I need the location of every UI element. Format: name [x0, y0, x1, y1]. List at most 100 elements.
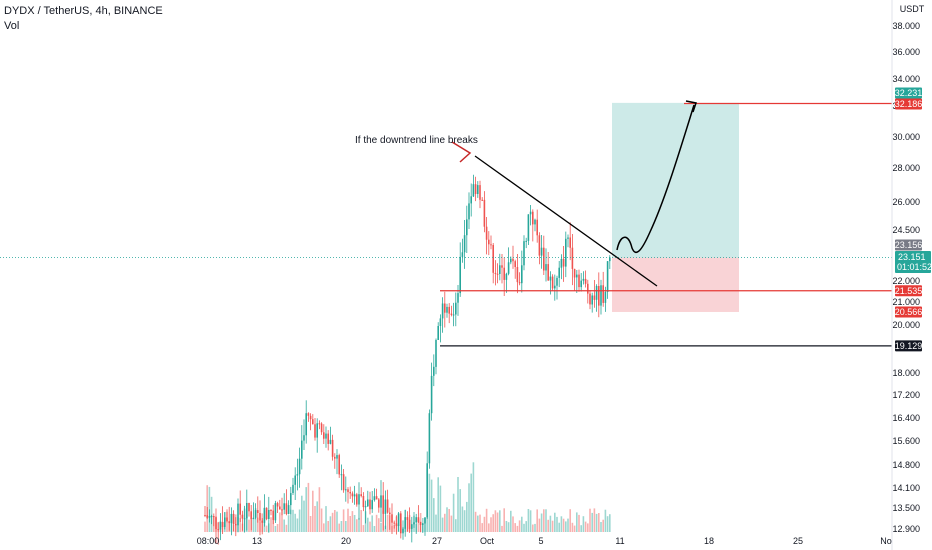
candle-body [499, 265, 501, 274]
candle-body [389, 512, 391, 515]
candle-body [481, 199, 483, 201]
volume-bar [587, 523, 589, 532]
volume-bar [474, 511, 477, 532]
candle-body [598, 286, 600, 306]
candle-body [281, 509, 283, 511]
volume-bar [461, 506, 464, 532]
gray-price-tag: 23.156 [895, 240, 923, 250]
annotation-arrow-icon [451, 141, 472, 163]
candle-body [402, 528, 404, 534]
candle-body [261, 520, 263, 523]
symbol-title[interactable]: DYDX / TetherUS, 4h, BINANCE [4, 5, 163, 17]
volume-bar [272, 520, 274, 532]
candle-body [595, 286, 598, 300]
volume-bar [380, 523, 382, 532]
candle-body [591, 295, 593, 305]
volume-bar [580, 525, 582, 532]
volume-bar [283, 519, 285, 532]
candle-body [303, 435, 305, 441]
candle-body [312, 419, 314, 425]
volume-bar [386, 514, 389, 532]
candle-body [298, 458, 301, 475]
time-tick-label: Oct [480, 536, 495, 546]
candle-body [270, 510, 272, 511]
candle-body [441, 303, 444, 319]
volume-bar [347, 508, 349, 532]
projection-arrow-icon [685, 100, 697, 113]
volume-indicator-label[interactable]: Vol [4, 20, 20, 32]
volume-bar [540, 513, 543, 532]
candle-body [283, 503, 285, 510]
volume-bar [510, 510, 512, 532]
candle-body [314, 424, 316, 438]
price-tick-label: 14.800 [892, 460, 920, 470]
candle-body [397, 513, 400, 526]
candle-body [470, 196, 472, 204]
volume-bar [265, 525, 268, 532]
price-tick-label: 12.900 [892, 524, 920, 534]
volume-bar [463, 510, 466, 532]
candle-body [536, 219, 538, 236]
candle-body [580, 280, 582, 288]
candle-body [215, 517, 217, 530]
candle-body [309, 415, 312, 420]
volume-bar [554, 512, 556, 532]
volume-bar [360, 510, 362, 532]
volume-bar [342, 509, 345, 532]
volume-bar [593, 508, 596, 532]
candle-body [334, 456, 336, 459]
candle-body [450, 313, 453, 315]
volume-bar [567, 518, 569, 532]
volume-bar [279, 512, 281, 532]
volume-bar [356, 519, 358, 532]
time-tick-label: 27 [432, 536, 442, 546]
candle-body [439, 318, 442, 326]
candle-body [367, 499, 369, 507]
volume-bar [287, 515, 290, 532]
candle-body [369, 499, 371, 510]
gray-price-tag-bg [895, 239, 922, 251]
candle-body [428, 413, 431, 464]
volume-bar [521, 516, 523, 532]
volume-bar [450, 515, 453, 532]
projection-path [616, 104, 695, 253]
candle-body [567, 237, 569, 239]
price-tick-label: 34.000 [892, 74, 920, 84]
volume-bar [446, 507, 448, 532]
volume-bar [609, 514, 611, 532]
volume-bar [529, 510, 532, 532]
volume-bar [323, 523, 325, 532]
volume-bar [501, 525, 503, 532]
volume-bar [485, 508, 488, 532]
volume-bar [239, 518, 241, 532]
annotation-text: If the downtrend line breaks [355, 135, 478, 146]
candle-body [411, 524, 413, 529]
price-tick-label: 18.000 [892, 368, 920, 378]
candle-body [501, 265, 503, 268]
volume-bar [331, 512, 334, 532]
candle-body [329, 439, 332, 444]
volume-bar [441, 517, 444, 532]
resistance-tag: 21.535 [895, 286, 923, 296]
candle-body [417, 517, 420, 522]
candle-body [316, 423, 318, 438]
resistance-tag-bg [895, 285, 922, 297]
volume-bar [477, 515, 479, 532]
candle-body [301, 440, 303, 459]
candle-body [393, 522, 395, 524]
candle-body [604, 292, 607, 303]
target-zone [612, 102, 739, 258]
candle-body [408, 519, 411, 529]
time-tick-label: 13 [252, 536, 262, 546]
candle-body [347, 489, 349, 493]
volume-bar [573, 525, 576, 532]
volume-bar [452, 493, 455, 532]
volume-bar [305, 487, 307, 532]
candle-body [373, 496, 376, 501]
candle-body [461, 252, 464, 257]
volume-bar [472, 462, 475, 532]
candle-body [466, 219, 468, 236]
time-tick-label: 08:00 [197, 536, 220, 546]
volume-bar [294, 513, 296, 532]
